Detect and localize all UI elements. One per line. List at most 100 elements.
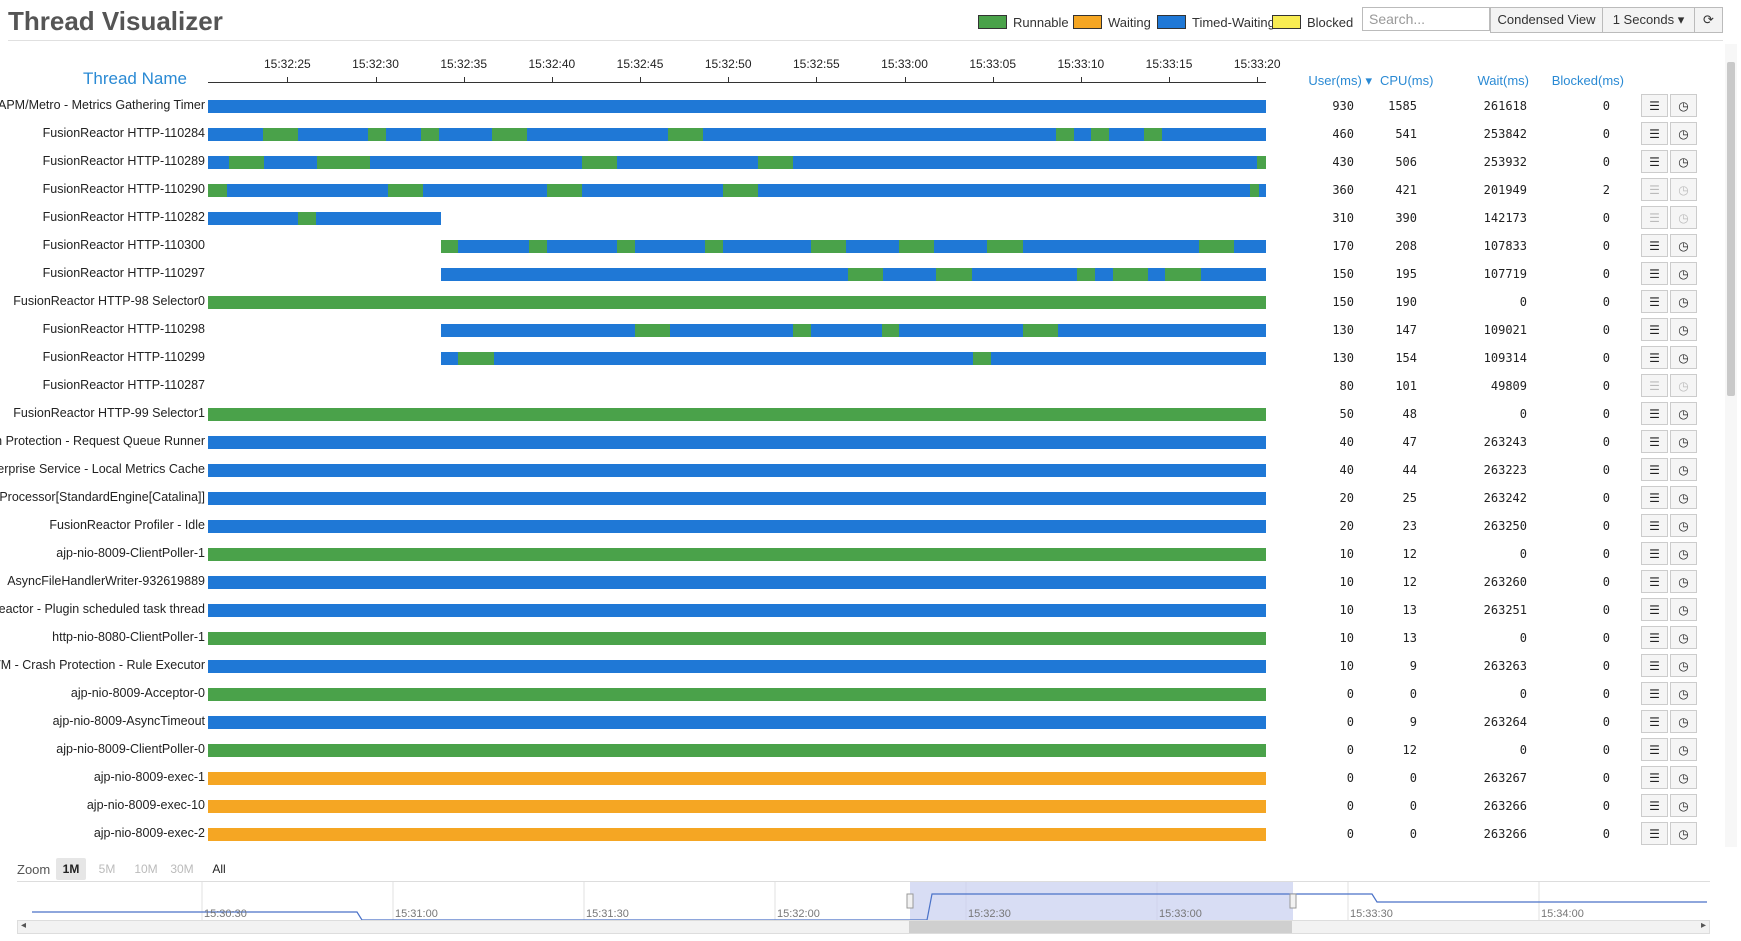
stack-trace-button[interactable]: ☰ — [1641, 262, 1668, 285]
thread-row[interactable]: FusionReactor - Plugin scheduled task th… — [0, 596, 1740, 624]
thread-row[interactable]: FusionReactor JVM - Crash Protection - R… — [0, 652, 1740, 680]
profile-thread-button[interactable]: ◷ — [1670, 94, 1697, 117]
blocked-ms-header[interactable]: Blocked(ms) — [1551, 73, 1624, 88]
zoom-option-all[interactable]: All — [212, 862, 226, 876]
thread-row[interactable]: ajp-nio-8009-Acceptor-0 0 0 0 0 ☰ ◷ — [0, 680, 1740, 708]
scroll-thumb[interactable] — [1727, 62, 1735, 396]
profile-thread-button[interactable]: ◷ — [1670, 178, 1697, 201]
profile-thread-button[interactable]: ◷ — [1670, 262, 1697, 285]
thread-row[interactable]: FusionReactor Enterprise Service - Local… — [0, 456, 1740, 484]
thread-row[interactable]: FusionReactor HTTP-110289 430 506 253932 0 ☰ ◷ — [0, 148, 1740, 176]
thread-row[interactable]: FusionReactor Profiler - Idle 20 23 263250 0… — [0, 512, 1740, 540]
thread-row[interactable]: FusionReactor HTTP-98 Selector0 150 190 0 0 ☰… — [0, 288, 1740, 316]
stack-trace-button[interactable]: ☰ — [1641, 206, 1668, 229]
search-input[interactable]: Search... — [1362, 7, 1490, 31]
legend-item-timed-waiting[interactable]: Timed-Waiting — [1157, 12, 1275, 32]
thread-row[interactable]: ajp-nio-8009-exec-1 0 0 263267 0 ☰ ◷ — [0, 764, 1740, 792]
zoom-option-10m[interactable]: 10M — [134, 862, 158, 876]
navigator-scroll-thumb[interactable] — [909, 921, 1292, 933]
refresh-button[interactable]: ⟳ — [1694, 7, 1723, 33]
profile-thread-button[interactable]: ◷ — [1670, 430, 1697, 453]
stack-trace-button[interactable]: ☰ — [1641, 374, 1668, 397]
interval-dropdown[interactable]: 1 Seconds ▾ — [1602, 7, 1695, 33]
cpu-ms-header[interactable]: CPU(ms) — [1380, 73, 1434, 88]
stack-trace-button[interactable]: ☰ — [1641, 458, 1668, 481]
profile-thread-button[interactable]: ◷ — [1670, 570, 1697, 593]
stack-trace-button[interactable]: ☰ — [1641, 234, 1668, 257]
zoom-option-5m[interactable]: 5M — [98, 862, 116, 876]
profile-thread-button[interactable]: ◷ — [1670, 374, 1697, 397]
profile-thread-button[interactable]: ◷ — [1670, 346, 1697, 369]
profile-thread-button[interactable]: ◷ — [1670, 626, 1697, 649]
profile-thread-button[interactable]: ◷ — [1670, 766, 1697, 789]
time-navigator[interactable]: 15:30:30 15:31:00 15:31:30 15:32:00 15:32:30… — [17, 881, 1710, 928]
thread-row[interactable]: ajp-nio-8009-exec-2 0 0 263266 0 ☰ ◷ — [0, 820, 1740, 848]
thread-name-header[interactable]: Thread Name — [83, 69, 187, 88]
stack-trace-button[interactable]: ☰ — [1641, 738, 1668, 761]
thread-row[interactable]: http-nio-8080-ClientPoller-1 10 13 0 0 ☰ ◷ — [0, 624, 1740, 652]
profile-thread-button[interactable]: ◷ — [1670, 290, 1697, 313]
thread-row[interactable]: ajp-nio-8009-ClientPoller-0 0 12 0 0 ☰ ◷ — [0, 736, 1740, 764]
stack-trace-button[interactable]: ☰ — [1641, 794, 1668, 817]
profile-thread-button[interactable]: ◷ — [1670, 794, 1697, 817]
stack-trace-button[interactable]: ☰ — [1641, 346, 1668, 369]
stack-trace-button[interactable]: ☰ — [1641, 514, 1668, 537]
thread-row[interactable]: ajp-nio-8009-AsyncTimeout 0 9 263264 0 ☰ ◷ — [0, 708, 1740, 736]
profile-thread-button[interactable]: ◷ — [1670, 122, 1697, 145]
stack-trace-button[interactable]: ☰ — [1641, 822, 1668, 845]
stack-trace-button[interactable]: ☰ — [1641, 486, 1668, 509]
thread-row[interactable]: FusionReactor HTTP-110282 310 390 142173 0 ☰ ◷ — [0, 204, 1740, 232]
stack-trace-button[interactable]: ☰ — [1641, 542, 1668, 565]
profile-thread-button[interactable]: ◷ — [1670, 234, 1697, 257]
thread-row[interactable]: FusionReactor Crash Protection - Request… — [0, 428, 1740, 456]
stack-trace-button[interactable]: ☰ — [1641, 318, 1668, 341]
stack-trace-button[interactable]: ☰ — [1641, 122, 1668, 145]
profile-thread-button[interactable]: ◷ — [1670, 150, 1697, 173]
stack-trace-button[interactable]: ☰ — [1641, 150, 1668, 173]
stack-trace-button[interactable]: ☰ — [1641, 178, 1668, 201]
profile-thread-button[interactable]: ◷ — [1670, 402, 1697, 425]
thread-row[interactable]: ajp-nio-8009-ClientPoller-1 10 12 0 0 ☰ ◷ — [0, 540, 1740, 568]
stack-trace-button[interactable]: ☰ — [1641, 290, 1668, 313]
stack-trace-button[interactable]: ☰ — [1641, 682, 1668, 705]
thread-row[interactable]: FusionReactor APM/Metro - Metrics Gather… — [0, 92, 1740, 120]
scroll-right-arrow-icon[interactable]: ▸ — [1700, 920, 1706, 931]
profile-thread-button[interactable]: ◷ — [1670, 738, 1697, 761]
zoom-option-1m[interactable]: 1M — [56, 858, 86, 880]
thread-row[interactable]: FusionReactor HTTP-110287 80 101 49809 0 ☰ ◷ — [0, 372, 1740, 400]
thread-row[interactable]: FusionReactor HTTP-110297 150 195 107719 0 ☰ ◷ — [0, 260, 1740, 288]
profile-thread-button[interactable]: ◷ — [1670, 318, 1697, 341]
thread-row[interactable]: AsyncFileHandlerWriter-932619889 10 12 2632… — [0, 568, 1740, 596]
stack-trace-button[interactable]: ☰ — [1641, 598, 1668, 621]
navigator-scrollbar[interactable]: ◂ ▸ — [17, 920, 1710, 934]
navigator-left-handle[interactable] — [906, 893, 914, 909]
wait-ms-header[interactable]: Wait(ms) — [1477, 73, 1529, 88]
profile-thread-button[interactable]: ◷ — [1670, 206, 1697, 229]
profile-thread-button[interactable]: ◷ — [1670, 458, 1697, 481]
navigator-right-handle[interactable] — [1289, 893, 1297, 909]
thread-row[interactable]: FusionReactor HTTP-110298 130 147 109021 0 ☰ ◷ — [0, 316, 1740, 344]
profile-thread-button[interactable]: ◷ — [1670, 598, 1697, 621]
profile-thread-button[interactable]: ◷ — [1670, 710, 1697, 733]
stack-trace-button[interactable]: ☰ — [1641, 570, 1668, 593]
thread-row[interactable]: FusionReactor HTTP-110284 460 541 253842 0 ☰ ◷ — [0, 120, 1740, 148]
profile-thread-button[interactable]: ◷ — [1670, 822, 1697, 845]
thread-row[interactable]: FusionReactor HTTP-110290 360 421 201949 2 ☰ ◷ — [0, 176, 1740, 204]
profile-thread-button[interactable]: ◷ — [1670, 542, 1697, 565]
profile-thread-button[interactable]: ◷ — [1670, 486, 1697, 509]
stack-trace-button[interactable]: ☰ — [1641, 654, 1668, 677]
vertical-scrollbar[interactable] — [1725, 44, 1737, 847]
navigator-selection[interactable] — [910, 882, 1293, 922]
legend-item-waiting[interactable]: Waiting — [1073, 12, 1151, 32]
stack-trace-button[interactable]: ☰ — [1641, 402, 1668, 425]
legend-item-blocked[interactable]: Blocked — [1272, 12, 1353, 32]
scroll-left-arrow-icon[interactable]: ◂ — [21, 920, 27, 931]
legend-item-runnable[interactable]: Runnable — [978, 12, 1069, 32]
stack-trace-button[interactable]: ☰ — [1641, 94, 1668, 117]
profile-thread-button[interactable]: ◷ — [1670, 654, 1697, 677]
profile-thread-button[interactable]: ◷ — [1670, 514, 1697, 537]
user-ms-header[interactable]: User(ms) ▾ — [1290, 73, 1372, 89]
stack-trace-button[interactable]: ☰ — [1641, 766, 1668, 789]
thread-row[interactable]: FusionReactor HTTP-110299 130 154 109314 0 ☰ ◷ — [0, 344, 1740, 372]
zoom-option-30m[interactable]: 30M — [170, 862, 194, 876]
